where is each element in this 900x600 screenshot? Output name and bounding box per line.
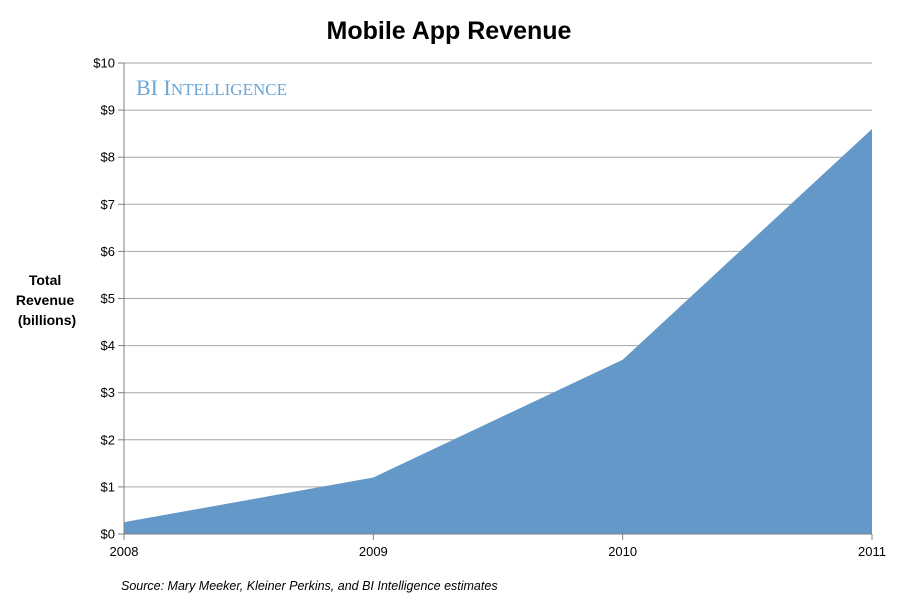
y-axis-label-line-1: Total [29, 272, 61, 288]
area-series [123, 128, 873, 534]
x-tick-label: 2008 [110, 544, 139, 559]
y-tick-label: $9 [101, 103, 115, 118]
y-tick-label: $7 [101, 197, 115, 212]
y-tick-label: $4 [101, 338, 115, 353]
y-tick-label: $5 [101, 291, 115, 306]
y-tick-label: $6 [101, 244, 115, 259]
x-tick-label: 2009 [359, 544, 388, 559]
source-note: Source: Mary Meeker, Kleiner Perkins, an… [121, 579, 498, 593]
axes [123, 63, 873, 540]
y-tick-label: $1 [101, 479, 115, 494]
chart-title: Mobile App Revenue [327, 17, 572, 45]
bi-intelligence-watermark: BI INTELLIGENCE [136, 75, 287, 100]
x-tick-label: 2011 [858, 544, 886, 559]
revenue-area [124, 128, 872, 534]
y-tick-label: $2 [101, 432, 115, 447]
y-axis-label-line-3: (billions) [18, 312, 76, 328]
y-axis-label: Total Revenue (billions) [16, 272, 78, 328]
y-tick-label: $8 [101, 150, 115, 165]
y-tick-labels: $0 $1 $2 $3 $4 $5 $6 $7 $8 $9 $10 [93, 56, 115, 542]
y-tick-label: $3 [101, 385, 115, 400]
y-tick-label: $0 [101, 527, 115, 542]
y-axis-label-line-2: Revenue [16, 292, 75, 308]
x-tick-labels: 2008 2009 2010 2011 [110, 544, 886, 559]
x-tick-label: 2010 [608, 544, 637, 559]
y-tick-label: $10 [93, 56, 115, 71]
